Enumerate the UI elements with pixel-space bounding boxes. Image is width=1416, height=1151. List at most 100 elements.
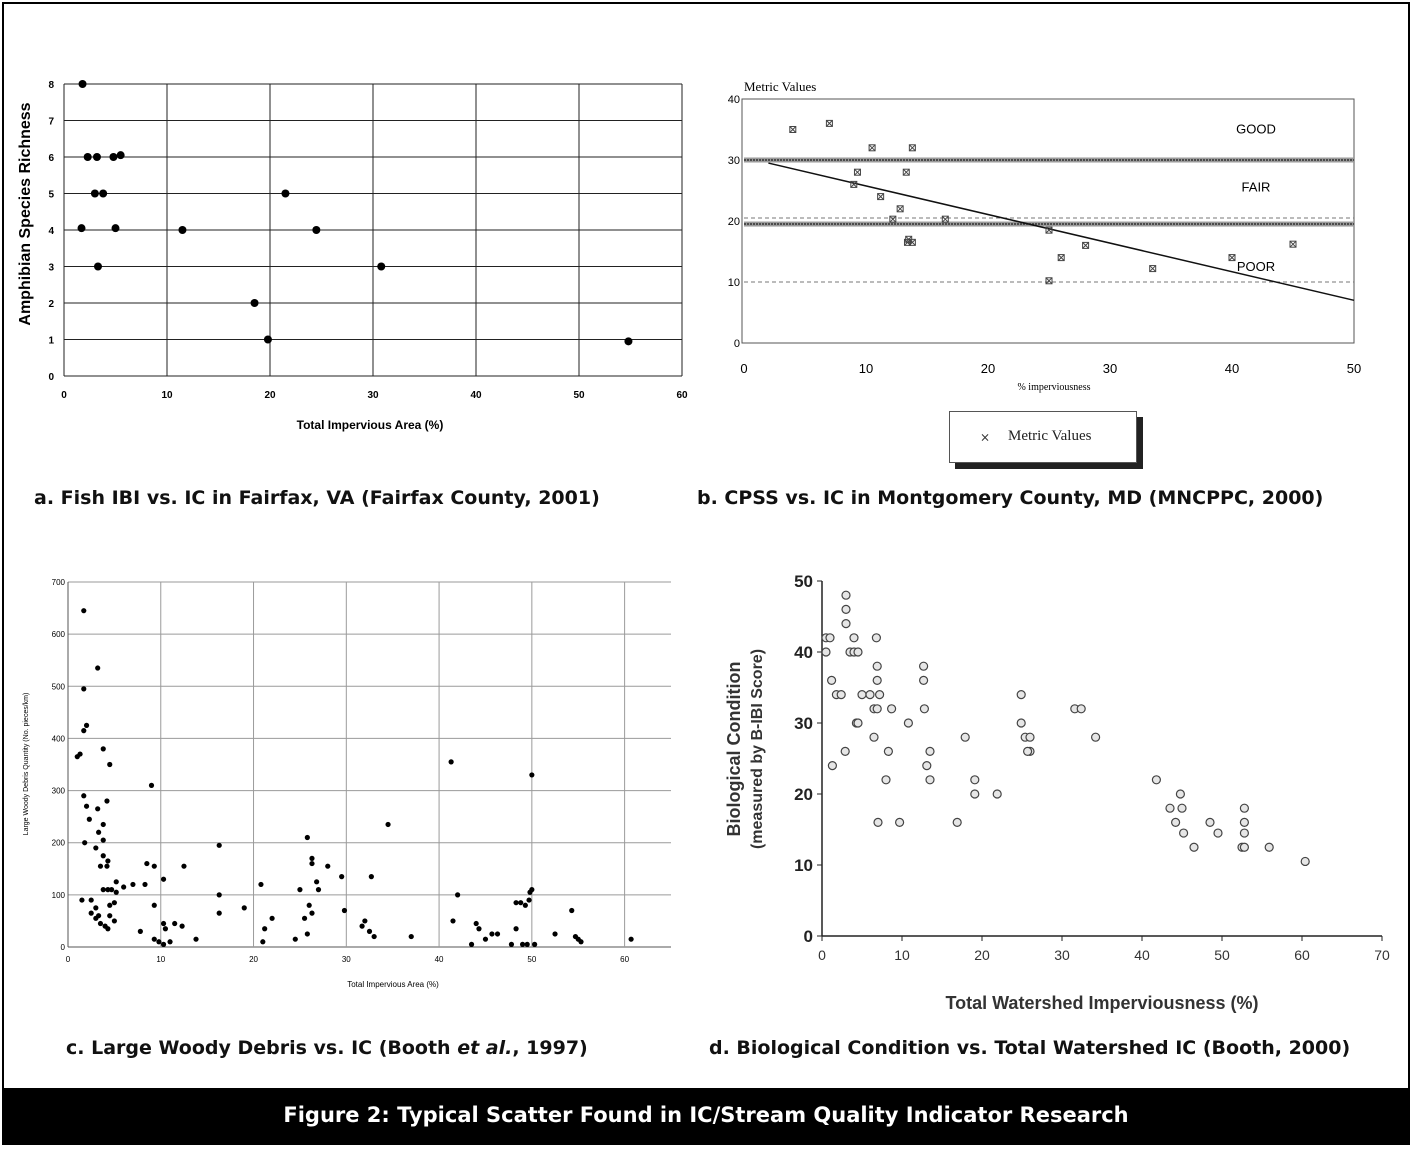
d-x-tick: 20: [974, 947, 990, 963]
d-point: [1151, 775, 1161, 785]
c-point: [97, 920, 104, 927]
c-point: [179, 923, 185, 929]
c-point: [151, 863, 157, 869]
c-point: [111, 900, 117, 906]
a-y-tick: 1: [48, 336, 54, 347]
c-point: [269, 915, 275, 921]
c-point: [366, 928, 373, 934]
d-point: [970, 775, 980, 785]
c-point: [476, 926, 482, 932]
caption-a: a. Fish IBI vs. IC in Fairfax, VA (Fairf…: [34, 487, 600, 509]
b-point-cross: [854, 168, 861, 176]
c-x-tick: 20: [249, 955, 258, 964]
b-point-cross: [889, 215, 897, 223]
caption-c: c. Large Woody Debris vs. IC (Booth et a…: [66, 1037, 588, 1059]
d-point: [1175, 789, 1185, 799]
c-point: [306, 902, 312, 908]
c-point: [83, 803, 90, 809]
a-point: [78, 80, 87, 88]
b-point-cross: [941, 215, 949, 223]
c-point: [74, 754, 80, 760]
c-point: [368, 874, 374, 880]
d-point: [849, 633, 859, 643]
c-point: [105, 887, 111, 893]
d-x-tick: 50: [1214, 947, 1230, 963]
d-y-tick: 10: [794, 856, 813, 875]
d-point: [1091, 732, 1101, 742]
d-point: [881, 775, 891, 785]
c-point: [79, 897, 85, 903]
c-point: [529, 772, 535, 778]
c-point: [111, 918, 117, 924]
b-point: [1045, 226, 1053, 234]
chart-c-x-axis-label: Total Impervious Area (%): [347, 980, 439, 989]
d-point: [919, 661, 929, 671]
d-point: [1016, 718, 1026, 728]
d-point: [875, 690, 885, 700]
b-point-cross: [868, 144, 876, 152]
a-x-tick: 60: [676, 390, 688, 401]
c-point: [83, 722, 90, 728]
a-point: [111, 224, 120, 233]
d-point: [841, 604, 851, 615]
b-y-tick: 10: [728, 277, 740, 289]
caption-c-suffix: , 1997): [512, 1037, 588, 1059]
d-point: [1205, 817, 1215, 827]
d-point: [903, 718, 913, 728]
c-point: [569, 907, 575, 914]
b-point: [902, 168, 910, 176]
d-point: [1213, 828, 1223, 838]
b-point-cross: [1057, 254, 1065, 261]
b-band-label: GOOD: [1236, 122, 1276, 137]
d-point: [970, 789, 980, 799]
c-point: [216, 910, 222, 916]
a-x-tick: 30: [367, 390, 379, 401]
d-point: [873, 817, 883, 827]
c-point: [628, 936, 634, 942]
b-point-cross: [1149, 265, 1157, 272]
chart-c-y-axis-label: Large Woody Debris Quantity (No. pieces/…: [23, 693, 30, 836]
b-point: [1082, 241, 1090, 249]
c-point: [100, 853, 106, 859]
c-point: [88, 897, 94, 903]
c-x-tick: 0: [66, 955, 71, 964]
d-point: [841, 590, 851, 600]
c-point: [100, 746, 106, 752]
c-point: [494, 931, 501, 937]
c-point: [105, 858, 111, 864]
b-trendline: [768, 162, 1355, 302]
c-point: [448, 759, 454, 765]
chart-b-tick-labels: 0 10 20 30 40 50 0 10 20 30 40: [728, 94, 1361, 376]
c-point: [93, 905, 99, 911]
b-point-cross: [1228, 254, 1236, 261]
c-point: [104, 798, 110, 804]
d-y-tick: 0: [804, 927, 813, 946]
chart-d-x-axis-label: Total Watershed Imperviousness (%): [945, 993, 1258, 1013]
d-point: [872, 704, 882, 714]
b-point-cross: [896, 205, 904, 213]
b-point: [853, 168, 861, 176]
d-point: [1179, 828, 1189, 838]
a-y-tick: 5: [48, 190, 54, 201]
c-point: [167, 939, 173, 945]
b-point: [908, 238, 916, 246]
d-point: [1023, 746, 1033, 756]
c-point: [81, 728, 87, 734]
caption-c-text: c. Large Woody Debris vs. IC (Booth: [66, 1037, 458, 1059]
chart-d-axes: [817, 580, 1383, 941]
b-point: [850, 180, 858, 188]
b-point: [908, 144, 916, 152]
a-point: [99, 189, 108, 198]
c-point: [107, 902, 113, 908]
b-point-cross: [909, 144, 916, 152]
d-point: [895, 817, 905, 827]
d-point: [992, 789, 1002, 799]
b-point-cross: [789, 126, 797, 133]
c-point: [151, 936, 157, 942]
c-y-tick: 600: [52, 630, 66, 639]
a-point: [377, 262, 386, 271]
chart-b-plot-border: [741, 98, 1355, 344]
c-point: [362, 918, 368, 924]
a-point: [109, 153, 118, 161]
